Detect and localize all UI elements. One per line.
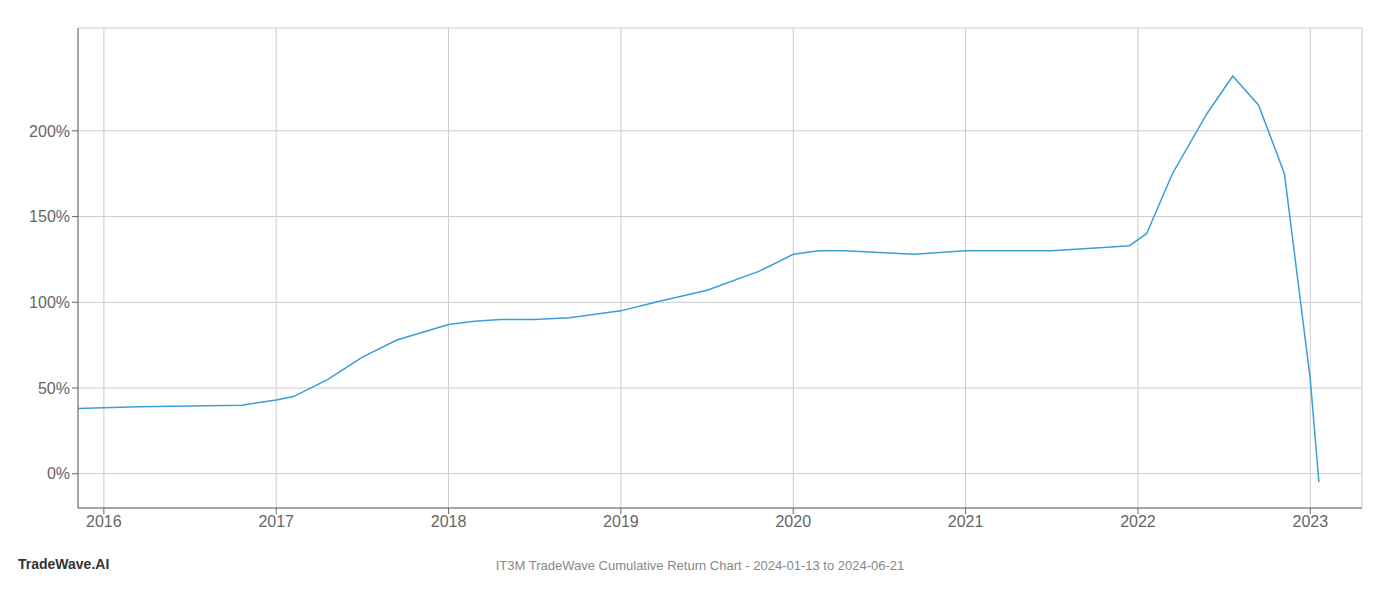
svg-text:50%: 50%	[38, 380, 70, 397]
svg-text:2018: 2018	[431, 513, 467, 530]
svg-text:100%: 100%	[29, 294, 70, 311]
svg-text:2021: 2021	[948, 513, 984, 530]
svg-text:2023: 2023	[1292, 513, 1328, 530]
svg-text:2022: 2022	[1120, 513, 1156, 530]
svg-text:2016: 2016	[86, 513, 122, 530]
svg-text:0%: 0%	[47, 465, 70, 482]
svg-text:2017: 2017	[258, 513, 294, 530]
svg-text:150%: 150%	[29, 208, 70, 225]
svg-text:2019: 2019	[603, 513, 639, 530]
html-text:TradeWave.AI: TradeWave.AI	[18, 556, 110, 572]
html-text:IT3M TradeWave Cumulative Retu: IT3M TradeWave Cumulative Return Chart -…	[495, 558, 905, 573]
svg-text:2020: 2020	[775, 513, 811, 530]
svg-text:200%: 200%	[29, 123, 70, 140]
